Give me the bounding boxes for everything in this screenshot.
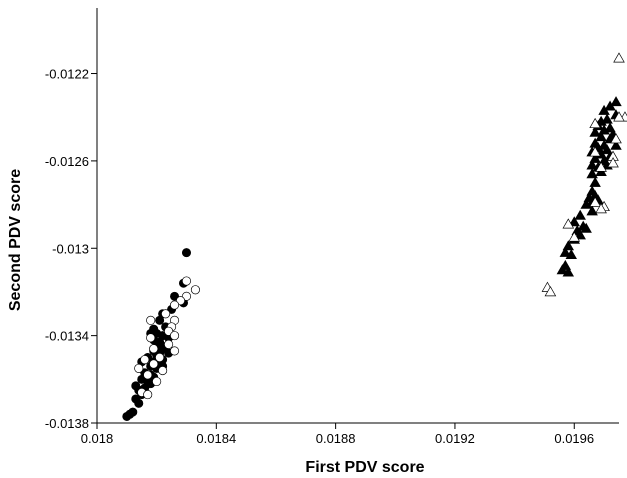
- open-circle-point: [181, 276, 192, 286]
- filled-circle-point: [134, 398, 144, 408]
- open-circle-point: [143, 390, 153, 400]
- open-circle-point: [170, 346, 180, 356]
- open-triangle-point: [589, 117, 601, 129]
- x-axis-ticks: 0.018 0.0184 0.0188 0.0192 0.0196: [81, 423, 594, 446]
- data-points: [122, 52, 627, 421]
- filled-circle-point: [181, 248, 191, 258]
- y-tick-label: -0.0122: [45, 67, 89, 82]
- open-triangle-point: [589, 146, 601, 157]
- open-triangle-point: [589, 196, 601, 207]
- open-triangle-point: [613, 111, 625, 122]
- y-tick-label: -0.0138: [45, 416, 89, 431]
- filled-triangle-point: [580, 198, 592, 209]
- y-axis-title: Second PDV score: [7, 169, 24, 311]
- filled-triangle-point: [598, 104, 610, 115]
- open-circle-point: [190, 285, 200, 295]
- filled-triangle-point: [610, 96, 622, 107]
- open-circle-point: [155, 352, 165, 363]
- filled-triangle-point: [580, 222, 592, 233]
- open-circle-point: [146, 333, 156, 343]
- open-circle-point: [140, 355, 150, 365]
- y-tick-label: -0.0134: [45, 329, 89, 344]
- open-triangle-point: [568, 231, 581, 242]
- open-circle-point: [134, 363, 144, 373]
- open-circle-point: [170, 331, 180, 341]
- open-triangle-point: [595, 203, 607, 214]
- filled-triangle-point: [565, 249, 577, 260]
- y-axis-ticks: -0.0138 -0.0134 -0.013 -0.0126 -0.0122: [45, 67, 97, 431]
- open-circle-point: [143, 370, 153, 380]
- x-tick-label: 0.0196: [554, 431, 594, 446]
- open-triangle-point: [595, 161, 607, 172]
- open-triangle-point: [544, 286, 557, 297]
- y-tick-label: -0.013: [52, 241, 89, 256]
- x-tick-label: 0.0184: [196, 431, 236, 446]
- filled-triangle-point: [604, 100, 616, 111]
- axes: 0.018 0.0184 0.0188 0.0192 0.0196 -0.0138-0.…: [45, 8, 619, 446]
- filled-triangle-point: [559, 246, 572, 257]
- filled-circle-point: [122, 411, 132, 421]
- filled-circle-point: [155, 315, 165, 325]
- filled-triangle-point: [610, 139, 622, 150]
- filled-triangle-point: [586, 205, 598, 216]
- open-triangle-point: [613, 52, 625, 63]
- open-circle-point: [149, 359, 159, 369]
- x-tick-label: 0.0192: [435, 431, 475, 446]
- open-triangle-point: [562, 218, 575, 229]
- open-triangle-point: [607, 157, 619, 168]
- open-circle-point: [149, 344, 159, 354]
- open-circle-point: [164, 339, 174, 349]
- open-circle-point: [170, 300, 180, 310]
- filled-triangle-point: [556, 264, 569, 275]
- filled-triangle-point: [595, 131, 607, 142]
- open-circle-point: [152, 376, 162, 387]
- filled-triangle-point: [601, 113, 613, 124]
- open-circle-point: [158, 366, 168, 376]
- filled-triangle-point: [574, 209, 586, 220]
- filled-triangle-point: [568, 216, 580, 227]
- filled-triangle-point: [574, 229, 586, 240]
- filled-triangle-point: [562, 266, 575, 277]
- filled-triangle-point: [589, 126, 601, 137]
- open-circle-point: [161, 309, 171, 319]
- x-tick-label: 0.0188: [316, 431, 356, 446]
- filled-triangle-point: [589, 176, 601, 187]
- x-axis-title: First PDV score: [305, 459, 424, 476]
- y-tick-label: -0.0126: [45, 154, 89, 169]
- open-triangle-point: [610, 133, 622, 144]
- x-tick-label: 0.018: [81, 431, 114, 446]
- filled-triangle-point: [586, 168, 598, 179]
- open-circle-point: [146, 315, 156, 325]
